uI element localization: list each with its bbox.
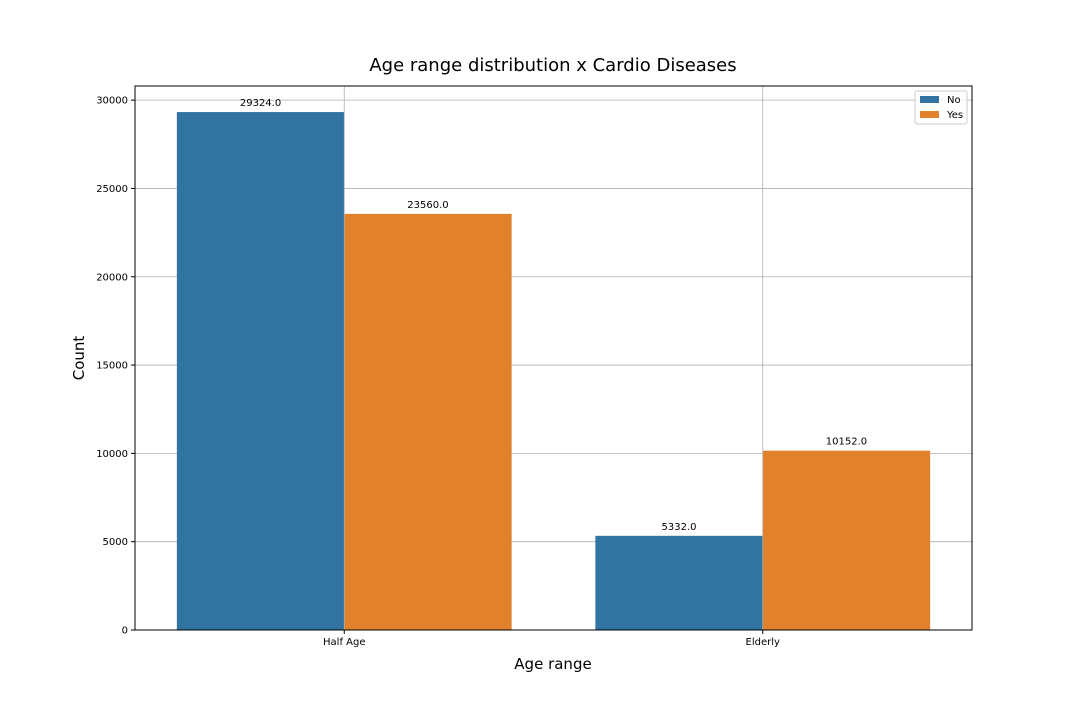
bar-value-label: 5332.0: [662, 522, 697, 533]
x-axis-ticks: Half Age Elderly: [323, 630, 780, 648]
vertical-grid-lines: [343, 86, 764, 630]
bar-no-0: [176, 112, 345, 631]
bar-yes-0: [344, 213, 512, 631]
bar-value-labels: 29324.0 5332.0 23560.0 10152.0: [240, 98, 867, 533]
bar-value-label: 10152.0: [826, 437, 867, 448]
legend-swatch-yes: [920, 111, 939, 118]
bar-no-1: [595, 535, 763, 630]
legend-label-yes: Yes: [946, 110, 963, 121]
x-tick-label: Half Age: [323, 637, 365, 648]
bar-value-label: 23560.0: [407, 200, 448, 211]
x-tick-label: Elderly: [746, 637, 780, 648]
y-tick-label: 5000: [103, 537, 128, 548]
y-axis-label: Count: [70, 336, 88, 381]
bars: [176, 112, 931, 631]
y-tick-label: 0: [122, 626, 128, 637]
y-tick-label: 20000: [96, 272, 128, 283]
legend-swatch-no: [920, 96, 939, 103]
x-axis-label: Age range: [514, 655, 591, 673]
y-axis-ticks: 0 5000 10000 15000 20000 25000 30000: [96, 96, 135, 637]
bar-yes-1: [762, 450, 931, 630]
y-tick-label: 30000: [96, 96, 128, 107]
y-tick-label: 25000: [96, 184, 128, 195]
plot-frame: [134, 85, 973, 631]
y-tick-label: 15000: [96, 361, 128, 372]
legend: No Yes: [914, 90, 968, 125]
chart-title: Age range distribution x Cardio Diseases: [369, 55, 736, 76]
y-tick-label: 10000: [96, 449, 128, 460]
legend-label-no: No: [947, 95, 961, 106]
bar-value-label: 29324.0: [240, 98, 281, 109]
